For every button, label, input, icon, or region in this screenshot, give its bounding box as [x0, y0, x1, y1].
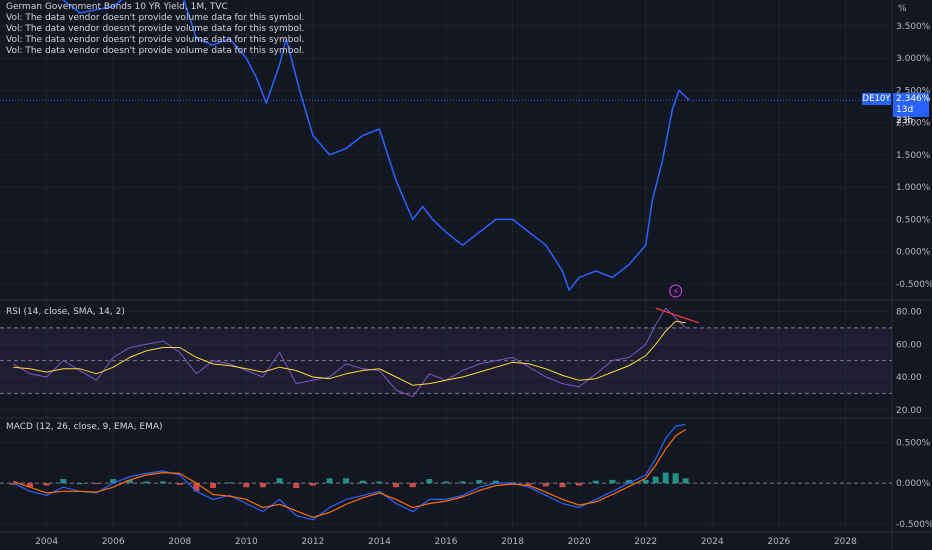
macd-histogram-bar — [326, 478, 333, 484]
y-tick-label: 80.00 — [896, 307, 922, 317]
y-tick-label: 40.00 — [896, 373, 922, 383]
y-tick-label: 0.500% — [896, 215, 931, 225]
y-tick-label: 20.00 — [896, 406, 922, 416]
macd-histogram-bar — [642, 479, 649, 484]
macd-histogram-bar — [126, 479, 133, 484]
y-tick-label: 60.00 — [896, 340, 922, 350]
macd-legend: MACD (12, 26, close, 9, EMA, EMA) — [6, 422, 163, 433]
volume-note: Vol: The data vendor doesn't provide vol… — [6, 35, 305, 45]
y-tick-label: 2.500% — [896, 86, 931, 96]
macd-histogram-bar — [542, 483, 549, 487]
price-series-line — [62, 0, 690, 292]
x-tick-label: 2010 — [235, 537, 258, 547]
countdown: 13d 23h — [896, 105, 914, 126]
macd-histogram-bar — [662, 472, 669, 484]
x-tick-label: 2006 — [102, 537, 125, 547]
y-tick-label: 0.500% — [896, 438, 931, 448]
rsi-line — [13, 307, 686, 398]
y-tick-label: 0.000% — [896, 479, 931, 489]
macd-histogram-bar — [43, 483, 50, 486]
x-tick-label: 2014 — [368, 537, 391, 547]
macd-line — [13, 423, 686, 521]
rsi-trendline — [655, 307, 700, 324]
macd-histogram-bar — [60, 479, 67, 484]
x-tick-label: 2008 — [168, 537, 191, 547]
macd-histogram-bar — [76, 483, 83, 485]
macd-histogram-bar — [226, 482, 233, 484]
x-tick-label: 2020 — [568, 537, 591, 547]
signal-line — [13, 428, 686, 518]
volume-note: Vol: The data vendor doesn't provide vol… — [6, 24, 305, 34]
macd-histogram-bar — [526, 483, 533, 485]
macd-histogram-bar — [559, 483, 566, 488]
macd-histogram-bar — [443, 481, 449, 484]
macd-histogram-bar — [10, 483, 17, 485]
x-tick-label: 2016 — [435, 537, 458, 547]
y-tick-label: 0.000% — [896, 248, 931, 258]
macd-histogram-bar — [210, 483, 217, 489]
macd-histogram-bar — [652, 476, 659, 484]
macd-histogram-bar — [609, 479, 616, 484]
chart-legend: German Government Bonds 10 YR Yield, 1M,… — [6, 2, 304, 57]
last-price-badge: 2.346% 13d 23h — [893, 93, 931, 126]
macd-histogram-bar — [243, 483, 250, 488]
rsi-legend: RSI (14, close, SMA, 14, 2) — [6, 307, 125, 318]
macd-histogram-bar — [682, 478, 689, 484]
macd-histogram-bar — [343, 478, 350, 484]
x-tick-label: 2012 — [301, 537, 324, 547]
macd-histogram-bar — [176, 483, 183, 485]
lightning-icon — [669, 284, 683, 298]
macd-label: MACD (12, 26, close, 9, EMA, EMA) — [6, 422, 163, 432]
x-tick-label: 2004 — [35, 537, 58, 547]
macd-histogram-bar — [626, 479, 633, 484]
macd-histogram-bar — [576, 483, 583, 486]
rsi-label: RSI (14, close, SMA, 14, 2) — [6, 307, 125, 317]
macd-histogram-bar — [259, 483, 266, 488]
x-tick-label: 2026 — [767, 537, 790, 547]
y-tick-label: 1.500% — [896, 151, 931, 161]
x-tick-label: 2024 — [701, 537, 724, 547]
lightning-glyph: ⚡ — [673, 288, 679, 298]
macd-histogram-bar — [476, 479, 483, 484]
volume-note: Vol: The data vendor doesn't provide vol… — [6, 13, 305, 23]
x-tick-label: 2018 — [501, 537, 524, 547]
macd-histogram-bar — [376, 481, 383, 484]
y-tick-label: 1.000% — [896, 183, 931, 193]
macd-histogram-bar — [193, 483, 200, 492]
macd-histogram-bar — [426, 479, 433, 484]
macd-histogram-bar — [160, 481, 167, 484]
y-tick-label: 3.000% — [896, 54, 931, 64]
macd-histogram-bar — [409, 483, 416, 488]
macd-histogram-bar — [110, 479, 117, 484]
x-tick-label: 2022 — [634, 537, 657, 547]
macd-histogram-bar — [293, 483, 300, 489]
chart-title: German Government Bonds 10 YR Yield, 1M,… — [6, 2, 228, 12]
volume-note: Vol: The data vendor doesn't provide vol… — [6, 46, 305, 56]
macd-histogram-bar — [93, 483, 100, 485]
price-axis-unit: % — [898, 4, 907, 14]
macd-histogram-bar — [309, 483, 316, 486]
symbol-badge: DE10Y — [862, 93, 891, 105]
y-tick-label: -0.500% — [896, 520, 932, 530]
macd-histogram-bar — [459, 481, 466, 484]
macd-histogram-bar — [592, 480, 599, 484]
macd-histogram-bar — [143, 481, 150, 484]
macd-histogram-bar — [26, 483, 33, 488]
last-price-value: 2.346% — [896, 94, 931, 104]
rsi-ma-line — [13, 320, 686, 386]
macd-histogram-bar — [359, 480, 366, 484]
y-tick-label: -0.500% — [896, 280, 932, 290]
macd-histogram-bar — [393, 483, 400, 488]
macd-histogram-bar — [276, 478, 283, 484]
y-tick-label: 3.500% — [896, 22, 931, 32]
macd-histogram-bar — [672, 473, 679, 484]
macd-histogram-bar — [492, 480, 499, 484]
x-tick-label: 2028 — [834, 537, 857, 547]
y-tick-label: 2.000% — [896, 119, 931, 129]
